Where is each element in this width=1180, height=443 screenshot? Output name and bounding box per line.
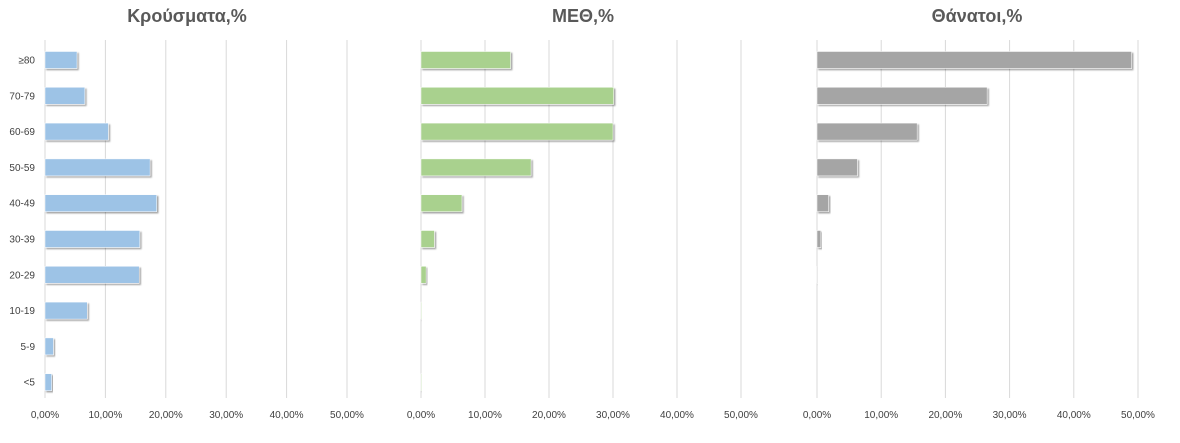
- bar-20-29: [816, 266, 818, 284]
- bar-<5: [420, 373, 422, 391]
- category-label: 60-69: [9, 127, 35, 138]
- category-label: 40-49: [9, 199, 35, 210]
- x-tick-label: 40,00%: [1057, 410, 1091, 421]
- x-tick-label: 40,00%: [270, 410, 304, 421]
- bar-50-59: [816, 158, 858, 177]
- x-tick-label: 20,00%: [532, 410, 566, 421]
- x-tick-label: 50,00%: [330, 410, 364, 421]
- category-label: 50-59: [9, 163, 35, 174]
- chart-title: Κρούσματα,%: [127, 6, 247, 26]
- bar-≥80: [816, 51, 1132, 69]
- x-tick-label: 30,00%: [993, 410, 1027, 421]
- bar-60-69: [44, 122, 109, 141]
- bar-5-9: [44, 337, 54, 356]
- x-tick-label: 10,00%: [468, 410, 502, 421]
- x-tick-label: 40,00%: [660, 410, 694, 421]
- bar-30-39: [816, 230, 822, 248]
- x-tick-label: 0,00%: [407, 410, 435, 421]
- bar-70-79: [44, 87, 86, 105]
- bar-10-19: [44, 301, 88, 320]
- bar-50-59: [44, 158, 151, 177]
- x-tick-label: 10,00%: [864, 410, 898, 421]
- x-tick-label: 0,00%: [803, 410, 831, 421]
- x-tick-label: 0,00%: [31, 410, 59, 421]
- bar-40-49: [44, 194, 157, 212]
- bar-20-29: [420, 266, 427, 284]
- x-tick-label: 30,00%: [209, 410, 243, 421]
- x-tick-label: 20,00%: [149, 410, 183, 421]
- x-tick-label: 10,00%: [88, 410, 122, 421]
- bar-≥80: [420, 51, 511, 69]
- category-label: <5: [24, 378, 36, 389]
- x-tick-label: 20,00%: [928, 410, 962, 421]
- bar-40-49: [420, 194, 463, 212]
- bar-30-39: [44, 230, 141, 248]
- bar-60-69: [816, 122, 918, 141]
- x-tick-label: 50,00%: [1121, 410, 1155, 421]
- x-tick-label: 50,00%: [724, 410, 758, 421]
- bar-70-79: [420, 87, 614, 105]
- category-label: 10-19: [9, 306, 35, 317]
- category-label: 70-79: [9, 91, 35, 102]
- bar-50-59: [420, 158, 532, 177]
- bar-10-19: [420, 301, 422, 320]
- bar-<5: [44, 373, 52, 391]
- bar-≥80: [44, 51, 78, 69]
- bar-30-39: [420, 230, 435, 248]
- category-label: 30-39: [9, 235, 35, 246]
- bar-70-79: [816, 87, 988, 105]
- category-label: ≥80: [18, 56, 35, 67]
- bar-60-69: [420, 122, 614, 141]
- category-label: 20-29: [9, 270, 35, 281]
- bar-20-29: [44, 266, 140, 284]
- bar-40-49: [816, 194, 829, 212]
- x-tick-label: 30,00%: [596, 410, 630, 421]
- chart-title: Θάνατοι,%: [932, 6, 1023, 26]
- chart-title: ΜΕΘ,%: [552, 6, 614, 26]
- category-label: 5-9: [21, 342, 36, 353]
